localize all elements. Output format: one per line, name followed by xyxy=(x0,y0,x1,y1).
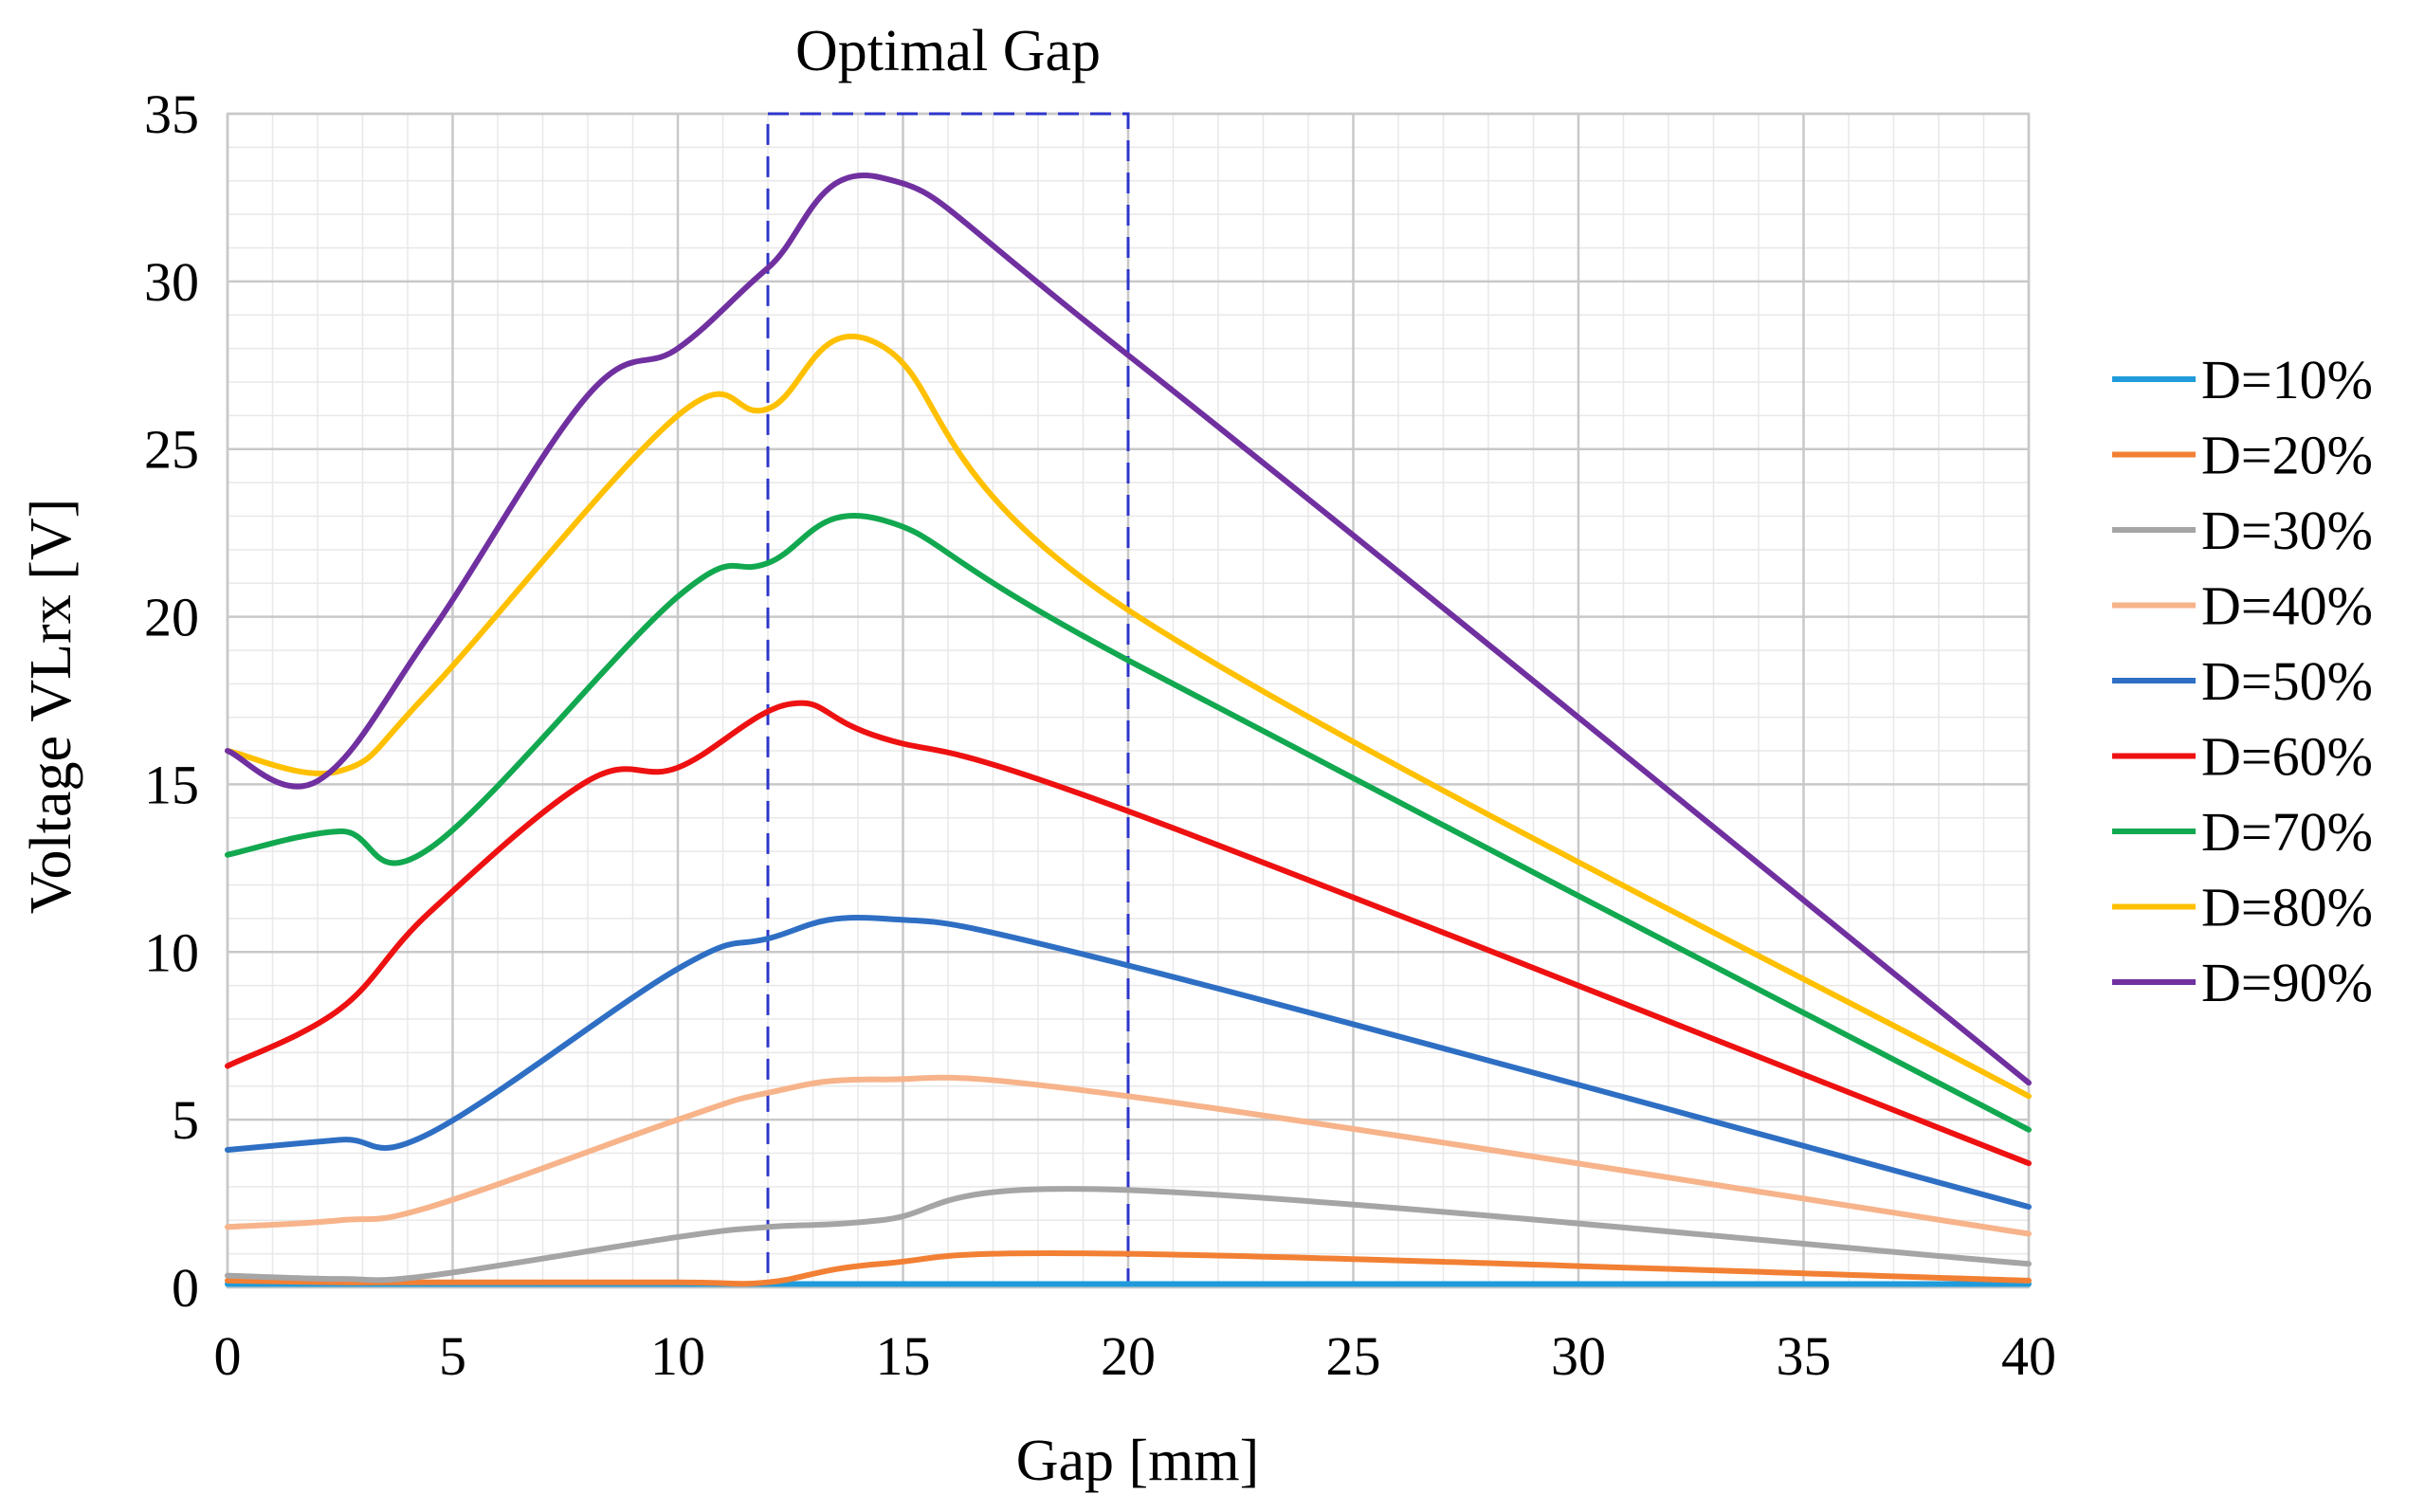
x-tick-label: 10 xyxy=(650,1325,705,1387)
x-tick-label: 15 xyxy=(876,1325,931,1387)
legend-label: D=10% xyxy=(2201,349,2373,410)
series-line-d30 xyxy=(225,1186,2032,1284)
optimal-gap-label: Optimal Gap xyxy=(795,19,1101,83)
legend-label: D=90% xyxy=(2201,952,2373,1013)
series-line-d40 xyxy=(225,1074,2032,1237)
y-tick-label: 5 xyxy=(172,1089,199,1151)
x-tick-label: 35 xyxy=(1777,1325,1832,1387)
x-tick-label: 5 xyxy=(439,1325,466,1387)
legend-label: D=30% xyxy=(2201,500,2373,561)
legend-item: D=60% xyxy=(2112,726,2373,788)
legend-item: D=70% xyxy=(2112,801,2373,863)
x-tick-label: 25 xyxy=(1326,1325,1381,1387)
legend: D=10% D=20% D=30% D=40% D=50% D=60% D=70% D=80%… xyxy=(2112,349,2373,1013)
x-axis-ticks: 0 5 10 15 20 25 30 35 40 xyxy=(214,1325,2057,1387)
y-tick-label: 20 xyxy=(144,587,199,648)
y-tick-label: 25 xyxy=(144,419,199,481)
legend-item: D=50% xyxy=(2112,650,2373,712)
series-line-d90 xyxy=(225,173,2032,1086)
legend-item: D=20% xyxy=(2112,425,2373,486)
legend-label: D=70% xyxy=(2201,801,2373,863)
legend-item: D=30% xyxy=(2112,500,2373,561)
legend-label: D=80% xyxy=(2201,877,2373,938)
y-tick-label: 35 xyxy=(144,83,199,145)
legend-item: D=40% xyxy=(2112,575,2373,637)
series-line-d60 xyxy=(225,700,2032,1167)
legend-label: D=40% xyxy=(2201,575,2373,637)
x-tick-label: 0 xyxy=(214,1325,242,1387)
x-tick-label: 30 xyxy=(1551,1325,1606,1387)
y-tick-label: 10 xyxy=(144,921,199,983)
series-lines xyxy=(225,173,2032,1287)
y-axis-ticks: 0 5 10 15 20 25 30 35 xyxy=(144,83,199,1319)
y-tick-label: 0 xyxy=(172,1257,199,1319)
y-tick-label: 15 xyxy=(144,754,199,815)
legend-label: D=60% xyxy=(2201,726,2373,788)
legend-label: D=20% xyxy=(2201,425,2373,486)
x-tick-label: 40 xyxy=(2001,1325,2056,1387)
series-line-d80 xyxy=(225,334,2032,1100)
legend-item: D=80% xyxy=(2112,877,2373,938)
legend-item: D=10% xyxy=(2112,349,2373,410)
x-tick-label: 20 xyxy=(1101,1325,1156,1387)
series-line-d70 xyxy=(225,512,2032,1133)
x-axis-title: Gap [mm] xyxy=(1016,1429,1260,1493)
series-line-d50 xyxy=(225,915,2032,1211)
y-tick-label: 30 xyxy=(144,251,199,313)
legend-label: D=50% xyxy=(2201,650,2373,712)
legend-item: D=90% xyxy=(2112,952,2373,1013)
y-axis-title: Voltage VLrx [V] xyxy=(19,499,83,915)
